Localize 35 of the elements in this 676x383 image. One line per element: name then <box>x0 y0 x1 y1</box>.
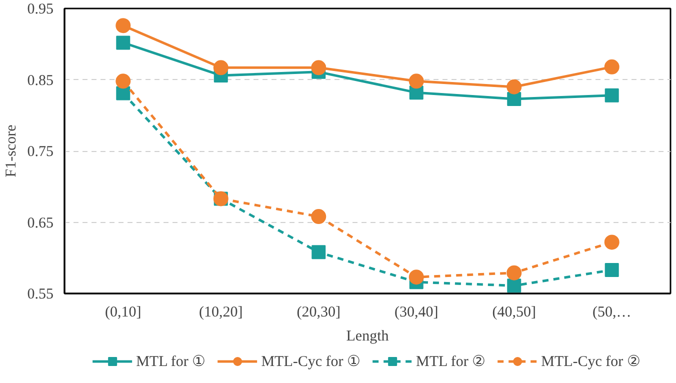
point <box>604 262 619 277</box>
point <box>116 18 131 34</box>
x-tick-label: (50,… <box>592 304 632 320</box>
x-tick-label: (40,50] <box>492 304 536 320</box>
point <box>408 74 424 89</box>
legend-label: MTL-Cyc for ② <box>541 352 640 370</box>
point <box>506 79 522 94</box>
y-axis-title: F1-score <box>3 124 20 178</box>
x-axis-title: Length <box>346 328 390 344</box>
point <box>604 88 619 102</box>
point <box>408 270 424 285</box>
x-tick-label: (10,20] <box>199 304 243 320</box>
point <box>311 60 326 76</box>
point <box>507 278 522 293</box>
point <box>604 59 620 74</box>
point <box>604 234 620 250</box>
y-tick-label: 0.75 <box>27 144 54 160</box>
x-tick-label: (30,40] <box>394 304 438 320</box>
point <box>506 265 522 280</box>
point <box>116 36 130 50</box>
y-tick-label: 0.55 <box>27 286 54 302</box>
point <box>116 86 130 100</box>
y-tick-label: 0.85 <box>27 72 54 89</box>
legend-label: MTL for ① <box>136 352 206 370</box>
legend-label: MTL-Cyc for ① <box>261 352 360 370</box>
point <box>507 92 522 106</box>
x-tick-label: (20,30] <box>296 304 341 320</box>
legend-label: MTL for ② <box>416 352 486 370</box>
x-tick-label: (0,10] <box>105 304 142 320</box>
point <box>213 60 228 76</box>
y-tick-label: 0.65 <box>27 215 54 232</box>
point <box>116 74 131 89</box>
y-tick-label: 0.95 <box>27 2 54 18</box>
point <box>311 209 326 224</box>
point <box>312 245 326 260</box>
